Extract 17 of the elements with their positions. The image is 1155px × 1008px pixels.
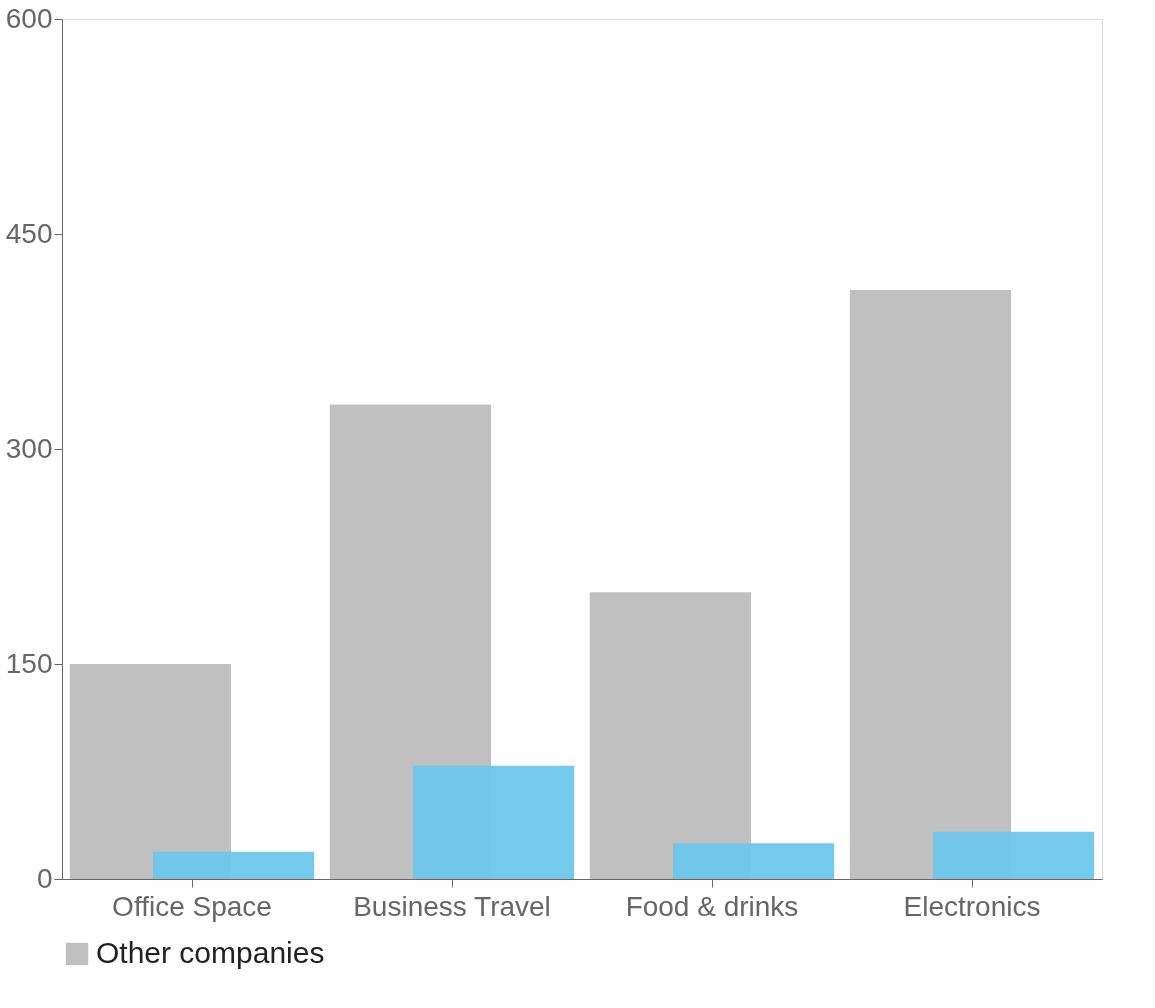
bar [69,664,231,879]
x-tick-label: Food & drinks [625,890,799,922]
y-tick-label: 600 [5,2,53,34]
legend-label: Other companies [96,936,325,969]
x-tick-label: Electronics [903,890,1041,922]
x-tick-label: Business Travel [353,890,551,922]
bar [589,592,751,879]
y-tick-label: 300 [5,432,53,464]
bar [153,851,315,879]
bar [849,289,1011,879]
x-tick-label: Office Space [112,890,272,922]
bar [673,843,835,879]
y-tick-label: 150 [5,647,53,679]
y-tick-label: 450 [5,217,53,249]
bar [413,765,575,879]
y-tick-label: 0 [36,862,53,894]
bar [933,831,1095,879]
